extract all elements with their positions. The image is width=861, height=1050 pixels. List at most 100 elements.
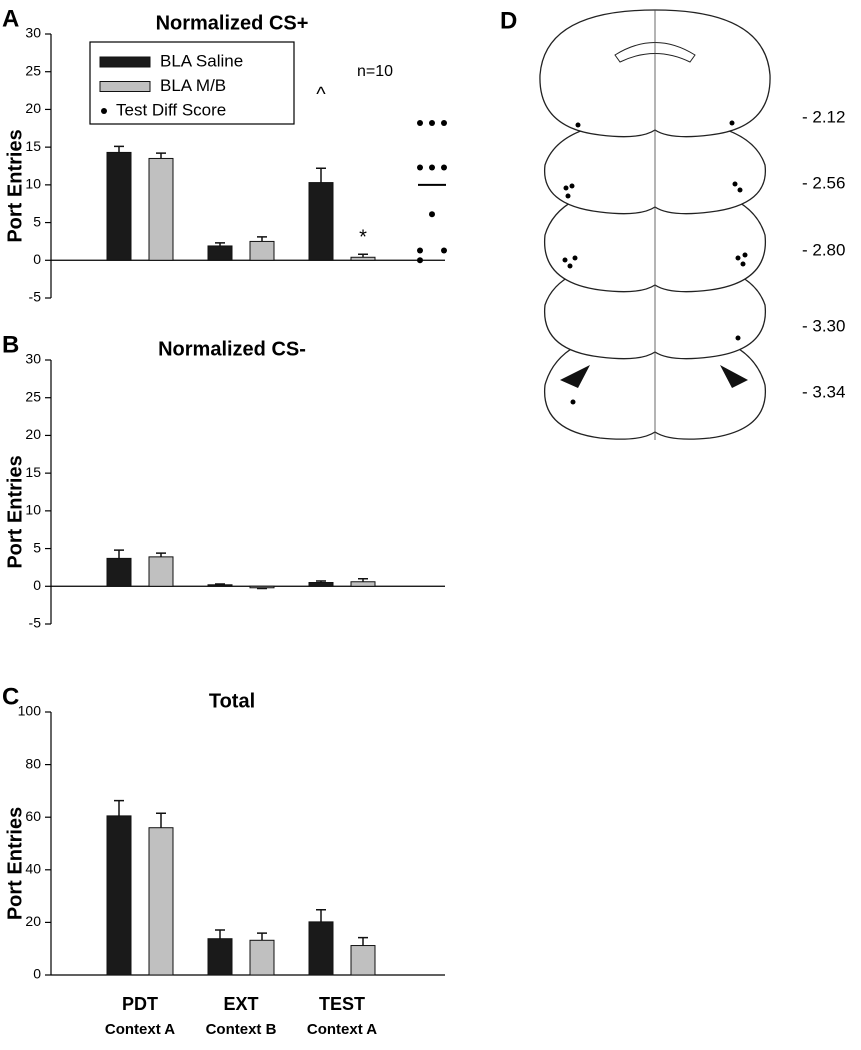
y-tick-label: 20 <box>25 913 41 929</box>
bar <box>350 581 376 587</box>
level-label: - 3.34 <box>802 382 845 401</box>
legend-symbol <box>99 81 151 92</box>
y-tick-label: 25 <box>25 62 41 78</box>
y-tick-label: 0 <box>33 966 41 982</box>
x-tick-sublabel: Context A <box>307 1021 377 1038</box>
y-tick-label: 25 <box>25 388 41 404</box>
bar <box>106 151 132 261</box>
y-axis-label: Port Entries <box>4 807 26 920</box>
bar <box>207 938 233 976</box>
y-axis-label: Port Entries <box>4 129 26 242</box>
y-tick-label: 40 <box>25 861 41 877</box>
y-tick-label: 5 <box>33 213 41 229</box>
bar <box>249 240 275 261</box>
diff-score-dot <box>417 257 423 264</box>
brain-sections <box>539 9 771 440</box>
y-tick-label: 100 <box>18 703 42 719</box>
diff-score-dot <box>441 164 447 171</box>
bar <box>148 556 174 587</box>
level-label: - 2.80 <box>802 240 845 259</box>
error-bar <box>257 587 267 590</box>
panel-label: A <box>2 5 19 32</box>
bar <box>350 945 376 976</box>
error-bar <box>316 909 326 922</box>
bar <box>308 182 334 261</box>
bar <box>308 582 334 587</box>
error-bar <box>114 145 124 153</box>
diff-score-dot <box>417 164 423 171</box>
error-bar <box>215 242 225 246</box>
y-tick-label: 60 <box>25 808 41 824</box>
y-tick-label: 15 <box>25 464 41 480</box>
legend-label: BLA M/B <box>160 76 226 95</box>
diff-score-dot <box>417 247 423 254</box>
level-label: - 3.30 <box>802 316 845 335</box>
annotation: * <box>359 226 367 248</box>
bar <box>350 256 376 261</box>
annotation: ^ <box>316 83 326 105</box>
error-bar <box>215 929 225 939</box>
y-tick-label: -5 <box>29 289 42 305</box>
y-tick-label: 0 <box>33 251 41 267</box>
legend-label: BLA Saline <box>160 51 243 70</box>
error-bar <box>114 799 124 816</box>
bar <box>106 557 132 587</box>
bar <box>148 157 174 261</box>
error-bar <box>257 236 267 242</box>
y-tick-label: -5 <box>29 615 42 631</box>
diff-score-dot <box>429 120 435 127</box>
x-tick-label: TEST <box>319 994 365 1014</box>
x-tick-label: EXT <box>223 994 258 1014</box>
panel-label: D <box>500 7 517 34</box>
y-tick-label: 20 <box>25 100 41 116</box>
y-axis-label: Port Entries <box>4 455 26 568</box>
chart-title: Total <box>209 690 255 712</box>
error-bar <box>156 152 166 159</box>
y-tick-label: 10 <box>25 502 41 518</box>
y-tick-label: 0 <box>33 577 41 593</box>
x-tick-sublabel: Context B <box>206 1021 277 1038</box>
y-tick-label: 15 <box>25 138 41 154</box>
x-tick-sublabel: Context A <box>105 1021 175 1038</box>
bar <box>249 585 275 589</box>
error-bar <box>156 552 166 557</box>
diff-score-dot <box>441 247 447 254</box>
y-tick-label: 10 <box>25 176 41 192</box>
diff-score-dot <box>441 120 447 127</box>
x-tick-label: PDT <box>122 994 158 1014</box>
chart-title: Normalized CS- <box>158 338 306 360</box>
diff-score-dot <box>429 164 435 171</box>
error-bar <box>316 580 326 583</box>
y-tick-label: 30 <box>25 25 41 41</box>
annotation: n=10 <box>357 63 393 80</box>
legend-symbol <box>99 56 151 68</box>
y-tick-label: 5 <box>33 539 41 555</box>
legend-label: Test Diff Score <box>116 100 226 119</box>
bar <box>308 921 334 976</box>
error-bar <box>114 549 124 559</box>
error-bar <box>156 812 166 828</box>
chart-title: Normalized CS+ <box>156 12 309 34</box>
level-label: - 2.56 <box>802 173 845 192</box>
error-bar <box>257 932 267 941</box>
bar <box>148 827 174 976</box>
error-bar <box>358 936 368 946</box>
diff-score-dot <box>417 120 423 127</box>
level-label: - 2.12 <box>802 107 845 126</box>
bar <box>249 939 275 976</box>
error-bar <box>358 577 368 582</box>
legend-symbol <box>101 108 107 114</box>
y-tick-label: 20 <box>25 426 41 442</box>
bar <box>106 815 132 976</box>
error-bar <box>358 253 368 258</box>
bar <box>207 584 233 587</box>
y-tick-label: 80 <box>25 755 41 771</box>
panel-label: C <box>2 683 19 710</box>
error-bar <box>215 583 225 585</box>
error-bar <box>316 167 326 183</box>
panel-label: B <box>2 331 19 358</box>
y-tick-label: 30 <box>25 351 41 367</box>
diff-score-dot <box>429 211 435 218</box>
bar <box>207 245 233 261</box>
